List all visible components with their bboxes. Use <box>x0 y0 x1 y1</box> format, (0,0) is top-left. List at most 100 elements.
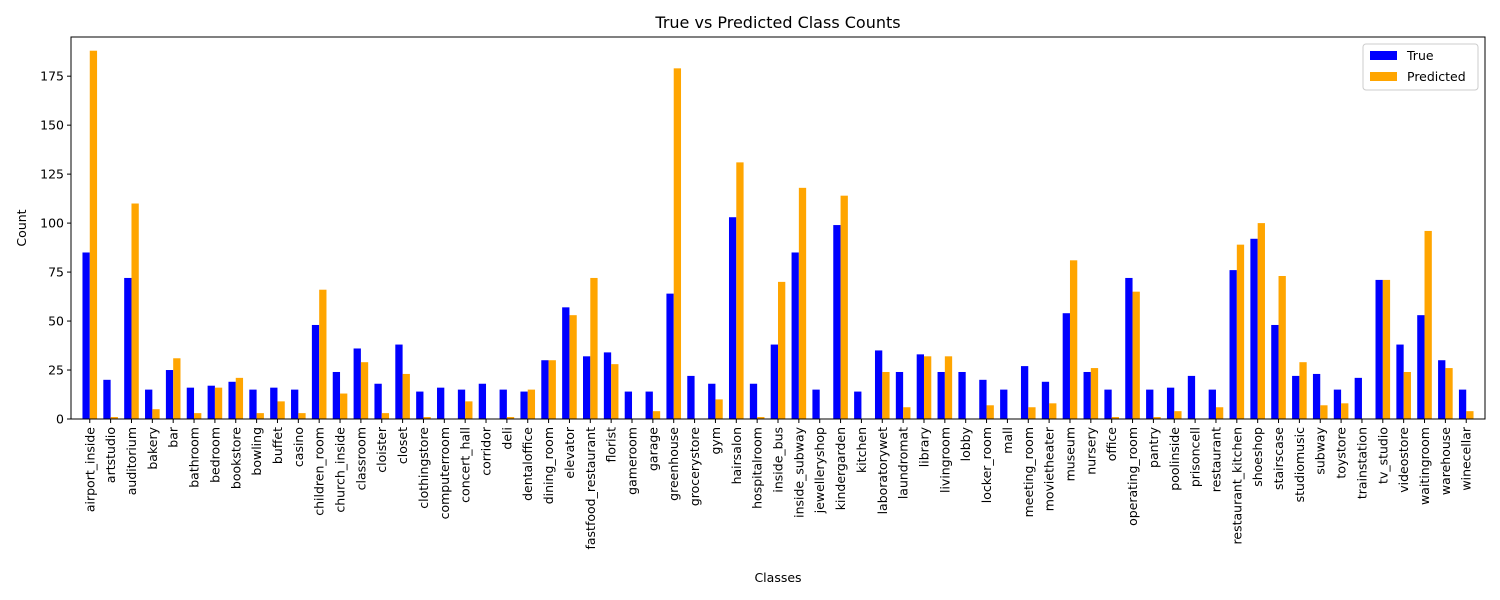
bar-predicted-laboratorywet <box>882 371 890 419</box>
x-tick-label: computerroom <box>437 427 452 519</box>
bar-true-tv_studio <box>1375 279 1383 419</box>
legend-swatch-predicted <box>1370 72 1397 81</box>
bar-predicted-subway <box>1320 405 1328 419</box>
bar-true-clothingstore <box>416 391 424 419</box>
x-tick-label: restaurant_kitchen <box>1229 427 1244 544</box>
bar-true-artstudio <box>103 379 111 419</box>
bar-true-concert_hall <box>457 389 466 419</box>
bar-predicted-kindergarden <box>840 195 848 419</box>
x-tick-label: children_room <box>312 427 327 516</box>
bar-predicted-bakery <box>152 409 160 419</box>
bar-predicted-casino <box>298 413 306 419</box>
bar-true-kitchen <box>854 391 862 419</box>
bar-predicted-locker_room <box>986 405 994 419</box>
bar-predicted-garage <box>652 411 661 419</box>
bar-predicted-waitingroom <box>1424 230 1432 419</box>
x-tick-label: office <box>1104 427 1119 462</box>
y-tick-label: 125 <box>40 167 64 182</box>
bar-true-dentaloffice <box>520 391 528 419</box>
bar-predicted-church_inside <box>340 393 348 419</box>
bar-true-airport_inside <box>82 252 90 419</box>
bar-true-videostore <box>1396 344 1404 419</box>
bar-true-gym <box>708 383 716 419</box>
legend-label-predicted: Predicted <box>1407 69 1466 84</box>
bar-true-studiomusic <box>1292 375 1300 419</box>
bar-true-winecellar <box>1458 389 1467 419</box>
x-tick-label: bathroom <box>187 427 202 488</box>
bar-true-fastfood_restaurant <box>583 356 591 419</box>
x-tick-label: church_inside <box>333 427 348 513</box>
bar-true-cloister <box>374 383 382 419</box>
bar-true-corridor <box>478 383 487 419</box>
bar-predicted-videostore <box>1403 371 1411 419</box>
y-tick-label: 150 <box>40 118 64 133</box>
bar-predicted-hairsalon <box>736 162 744 419</box>
x-tick-label: casino <box>291 427 306 467</box>
bar-predicted-artstudio <box>110 417 118 419</box>
bar-true-bakery <box>145 389 153 419</box>
x-tick-label: movietheater <box>1042 426 1057 511</box>
x-tick-label: cloister <box>374 426 389 473</box>
bar-predicted-operating_room <box>1132 291 1140 419</box>
bar-true-meeting_room <box>1020 366 1029 419</box>
x-tick-label: garage <box>645 427 660 471</box>
bar-predicted-concert_hall <box>465 401 473 419</box>
x-tick-label: videostore <box>1396 427 1411 493</box>
x-tick-label: kitchen <box>854 427 869 473</box>
x-tick-label: museum <box>1062 427 1077 481</box>
x-axis-label: Classes <box>754 570 801 585</box>
bar-true-waitingroom <box>1417 315 1425 419</box>
bar-predicted-inside_bus <box>778 281 786 419</box>
bar-predicted-dining_room <box>548 360 556 419</box>
bar-true-dining_room <box>541 360 549 419</box>
legend: True Predicted <box>1362 43 1479 91</box>
x-tick-label: greenhouse <box>666 427 681 501</box>
bar-true-warehouse <box>1438 360 1446 419</box>
bars-layer <box>82 50 1474 419</box>
y-tick-label: 100 <box>40 216 64 231</box>
bar-true-trainstation <box>1354 377 1362 419</box>
x-tick-label: jewelleryshop <box>812 427 827 514</box>
bar-predicted-toystore <box>1341 403 1349 419</box>
x-tick-label: restaurant <box>1208 427 1223 492</box>
bar-predicted-gym <box>715 399 723 419</box>
x-tick-label: nursery <box>1083 426 1098 474</box>
y-axis-ticks: 0 25 50 75 100 125 150 175 <box>40 69 71 427</box>
bar-predicted-livingroom <box>944 356 953 419</box>
bar-true-buffet <box>270 387 278 419</box>
bar-true-laboratorywet <box>874 350 883 419</box>
bar-predicted-stairscase <box>1278 275 1286 419</box>
bar-predicted-restaurant <box>1215 407 1224 419</box>
bar-true-children_room <box>311 324 320 419</box>
bar-predicted-bowling <box>256 413 264 419</box>
bar-predicted-warehouse <box>1445 368 1453 419</box>
bar-true-bowling <box>249 389 257 419</box>
x-tick-label: waitingroom <box>1417 427 1432 505</box>
x-tick-label: laundromat <box>896 427 911 499</box>
bar-true-nursery <box>1083 371 1091 419</box>
x-tick-label: grocerystore <box>687 427 702 506</box>
bar-predicted-bar <box>173 358 181 419</box>
y-tick-label: 50 <box>48 314 64 329</box>
x-tick-label: studiomusic <box>1292 427 1307 502</box>
bar-true-toystore <box>1333 389 1342 419</box>
x-tick-label: deli <box>499 427 514 450</box>
bar-predicted-tv_studio <box>1382 279 1391 419</box>
x-tick-label: elevator <box>562 426 577 478</box>
x-tick-label: inside_bus <box>771 427 786 493</box>
x-tick-label: kindergarden <box>833 427 848 510</box>
chart-title: True vs Predicted Class Counts <box>654 13 900 32</box>
bar-true-jewelleryshop <box>812 389 820 419</box>
x-tick-label: airport_inside <box>82 427 97 512</box>
bar-true-office <box>1104 389 1112 419</box>
bar-true-grocerystore <box>687 375 695 419</box>
bar-predicted-poolinside <box>1174 411 1182 419</box>
bar-true-auditorium <box>124 277 132 419</box>
bar-true-restaurant <box>1208 389 1216 419</box>
y-axis-label: Count <box>14 209 29 246</box>
bar-true-gameroom <box>624 391 633 419</box>
x-tick-label: gameroom <box>625 427 640 495</box>
bar-true-classroom <box>353 348 361 419</box>
x-tick-label: gym <box>708 427 723 455</box>
bar-true-computerroom <box>437 387 445 419</box>
